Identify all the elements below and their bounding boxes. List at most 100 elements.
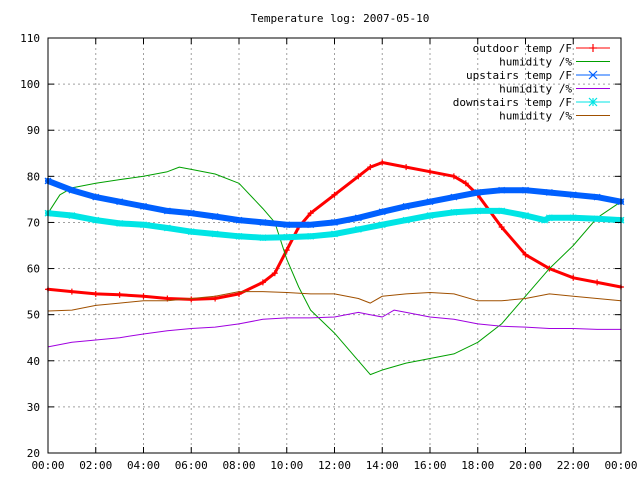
y-tick-label: 50	[27, 309, 40, 322]
y-tick-label: 40	[27, 355, 40, 368]
series-4-point	[211, 230, 219, 238]
series-0-point	[367, 164, 374, 171]
series-4-point	[116, 219, 124, 227]
series-2-point	[331, 219, 338, 226]
series-4-point	[545, 214, 553, 222]
series-4-point	[593, 215, 601, 223]
x-tick-label: 08:00	[222, 459, 255, 472]
series-line-5	[47, 291, 622, 312]
series-line-1	[47, 166, 622, 376]
series-0-point	[498, 224, 505, 231]
series-2-point	[474, 189, 482, 196]
series-4-point	[450, 208, 458, 216]
series-0-point	[283, 247, 290, 254]
series-4-point	[140, 221, 147, 229]
y-tick-label: 90	[27, 124, 40, 137]
series-4-point	[426, 212, 434, 219]
series-0-point	[594, 279, 601, 286]
x-tick-label: 00:00	[604, 459, 637, 472]
legend-marker-4	[588, 97, 598, 107]
x-tick-label: 16:00	[413, 459, 446, 472]
series-0-point	[188, 296, 195, 303]
y-tick-label: 70	[27, 216, 40, 229]
series-line-3	[47, 309, 622, 348]
series-0-point	[462, 180, 469, 187]
legend-label-4: downstairs temp /F	[453, 96, 572, 109]
y-tick-label: 20	[27, 447, 40, 460]
series-2-point	[426, 198, 434, 206]
series-2-point	[283, 221, 291, 229]
series-2-point	[498, 186, 506, 194]
series-2-point	[163, 207, 171, 215]
y-tick-label: 30	[27, 401, 40, 414]
x-tick-label: 06:00	[175, 459, 208, 472]
legend-label-5: humidity /%	[499, 110, 572, 123]
y-tick-label: 100	[20, 78, 40, 91]
series-0-point	[116, 291, 123, 298]
series-4-point	[68, 212, 76, 219]
series-0-point	[379, 159, 386, 166]
x-tick-label: 12:00	[318, 459, 351, 472]
series-4-point	[235, 232, 243, 240]
y-tick-label: 80	[27, 170, 40, 183]
grid	[48, 38, 621, 453]
x-tick-label: 10:00	[270, 459, 303, 472]
series-2-point	[450, 193, 458, 201]
series-2-point	[569, 191, 577, 199]
plot-series	[44, 159, 625, 376]
series-4-point	[498, 207, 506, 215]
x-tick-label: 18:00	[461, 459, 494, 472]
series-4-point	[92, 216, 100, 224]
series-2-point	[307, 221, 315, 229]
series-4-point	[402, 216, 410, 224]
series-0-point	[68, 288, 75, 295]
x-tick-label: 00:00	[31, 459, 64, 472]
series-4-point	[474, 207, 482, 215]
series-0-point	[140, 293, 147, 300]
legend-label-2: upstairs temp /F	[466, 69, 572, 82]
x-tick-label: 14:00	[366, 459, 399, 472]
series-2-point	[545, 189, 553, 196]
series-0-point	[307, 210, 314, 217]
series-2-point	[259, 219, 267, 226]
series-4-point	[187, 228, 195, 236]
series-0-point	[427, 168, 433, 175]
legend-marker-2	[588, 70, 598, 80]
series-4-point	[259, 234, 267, 242]
x-tick-label: 02:00	[79, 459, 112, 472]
series-2-point	[235, 216, 243, 224]
series-0-point	[355, 173, 362, 180]
series-4-point	[283, 233, 291, 241]
legend-label-0: outdoor temp /F	[473, 42, 572, 55]
y-tick-label: 110	[20, 32, 40, 45]
series-4-point	[569, 214, 577, 222]
series-2-point	[211, 213, 219, 220]
axis-ticks: 00:00 02:00 04:00 06:00 08:00 10:00 12:00 14:00…	[20, 32, 637, 472]
series-0-point	[403, 164, 410, 171]
series-0-point	[570, 274, 577, 281]
series-0-point	[259, 279, 266, 286]
series-0-point	[522, 251, 529, 258]
series-4-point	[163, 224, 171, 232]
series-2-point	[354, 214, 362, 222]
series-2-point	[116, 198, 124, 206]
series-2-point	[522, 186, 529, 194]
series-4-point	[331, 230, 338, 238]
series-0-point	[271, 270, 278, 277]
series-4-point	[522, 212, 529, 219]
series-0-point	[92, 290, 99, 297]
series-2-point	[402, 202, 410, 210]
series-2-point	[378, 208, 386, 216]
series-4-point	[354, 225, 362, 233]
series-line-4	[45, 207, 624, 241]
x-tick-label: 22:00	[557, 459, 590, 472]
x-tick-label: 04:00	[127, 459, 160, 472]
series-4-point	[378, 221, 386, 229]
series-2-point	[187, 209, 195, 217]
y-tick-label: 60	[27, 263, 40, 276]
series-2-point	[68, 186, 76, 194]
series-2-point	[593, 193, 601, 201]
legend-label-3: humidity /%	[499, 83, 572, 96]
series-2-point	[140, 202, 147, 210]
series-0-point	[450, 173, 457, 180]
